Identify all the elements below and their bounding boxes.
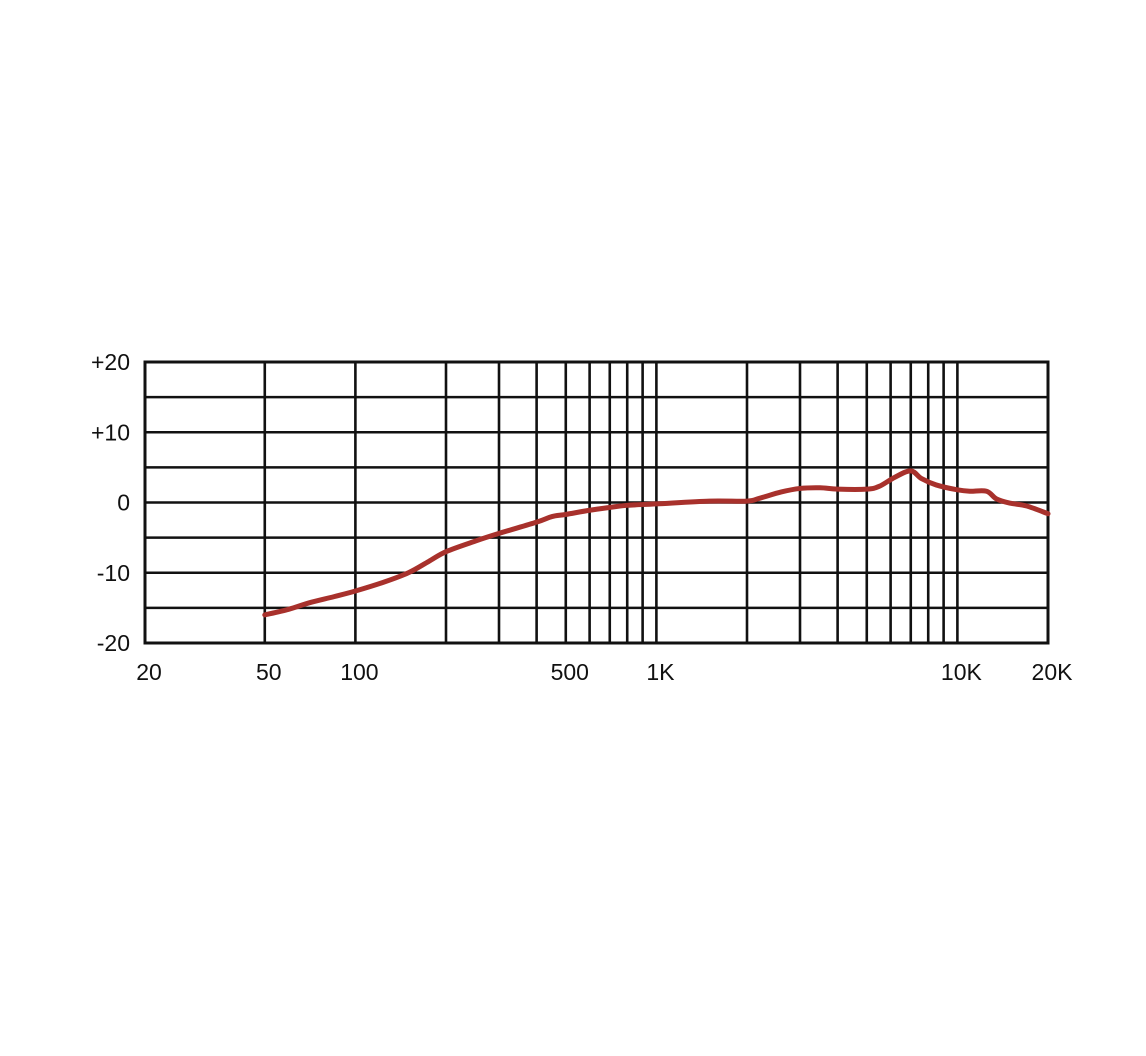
x-axis-tick-labels: 20 50 100 500 1K 10K 20K bbox=[136, 659, 1073, 685]
series-curve bbox=[262, 468, 1051, 618]
response-line bbox=[262, 468, 1051, 618]
x-tick-label: 20 bbox=[136, 659, 162, 685]
x-tick-label: 1K bbox=[646, 659, 675, 685]
y-tick-label: -20 bbox=[97, 630, 130, 656]
x-tick-label: 10K bbox=[941, 659, 983, 685]
y-axis-tick-labels: +20 +10 0 -10 -20 bbox=[91, 349, 130, 656]
y-tick-label: +20 bbox=[91, 349, 130, 375]
plot-frame bbox=[143, 360, 1050, 645]
x-tick-label: 500 bbox=[551, 659, 589, 685]
x-tick-label: 100 bbox=[340, 659, 378, 685]
y-tick-label: -10 bbox=[97, 560, 130, 586]
x-tick-label: 50 bbox=[256, 659, 282, 685]
x-tick-label: 20K bbox=[1032, 659, 1074, 685]
y-tick-label: 0 bbox=[117, 490, 130, 516]
y-tick-label: +10 bbox=[91, 419, 130, 445]
grid bbox=[145, 362, 1048, 643]
